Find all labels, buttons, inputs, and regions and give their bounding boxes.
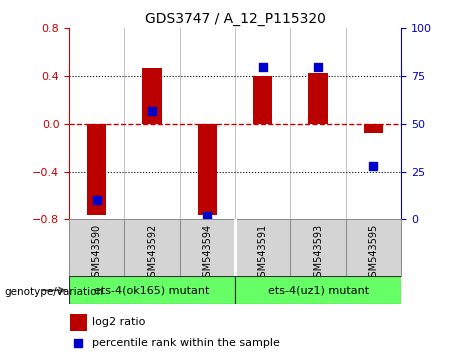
Bar bbox=[308, 73, 328, 124]
Bar bbox=[69, 276, 235, 304]
Text: ets-4(ok165) mutant: ets-4(ok165) mutant bbox=[95, 285, 210, 295]
Bar bbox=[253, 76, 272, 124]
Bar bbox=[364, 124, 383, 133]
Bar bbox=[124, 219, 180, 276]
Text: GSM543593: GSM543593 bbox=[313, 224, 323, 283]
Bar bbox=[180, 219, 235, 276]
Bar bbox=[235, 219, 290, 276]
Text: log2 ratio: log2 ratio bbox=[92, 317, 146, 327]
Bar bbox=[198, 124, 217, 215]
Point bbox=[148, 108, 156, 113]
Text: percentile rank within the sample: percentile rank within the sample bbox=[92, 338, 280, 348]
Bar bbox=[70, 314, 87, 331]
Bar bbox=[87, 124, 106, 215]
Bar bbox=[69, 219, 124, 276]
Text: genotype/variation: genotype/variation bbox=[5, 287, 104, 297]
Point bbox=[201, 244, 208, 250]
Text: GSM543592: GSM543592 bbox=[147, 224, 157, 283]
Bar bbox=[235, 276, 401, 304]
Bar bbox=[290, 219, 346, 276]
Text: ets-4(uz1) mutant: ets-4(uz1) mutant bbox=[267, 285, 369, 295]
Point bbox=[314, 64, 322, 69]
Bar bbox=[142, 68, 162, 124]
Point bbox=[370, 163, 377, 169]
Title: GDS3747 / A_12_P115320: GDS3747 / A_12_P115320 bbox=[145, 12, 325, 26]
Bar bbox=[346, 219, 401, 276]
Point bbox=[204, 213, 211, 218]
Point bbox=[259, 64, 266, 69]
Text: GSM543594: GSM543594 bbox=[202, 224, 213, 283]
Text: GSM543590: GSM543590 bbox=[92, 224, 102, 283]
Point bbox=[93, 198, 100, 203]
Text: GSM543595: GSM543595 bbox=[368, 224, 378, 283]
Text: GSM543591: GSM543591 bbox=[258, 224, 268, 283]
